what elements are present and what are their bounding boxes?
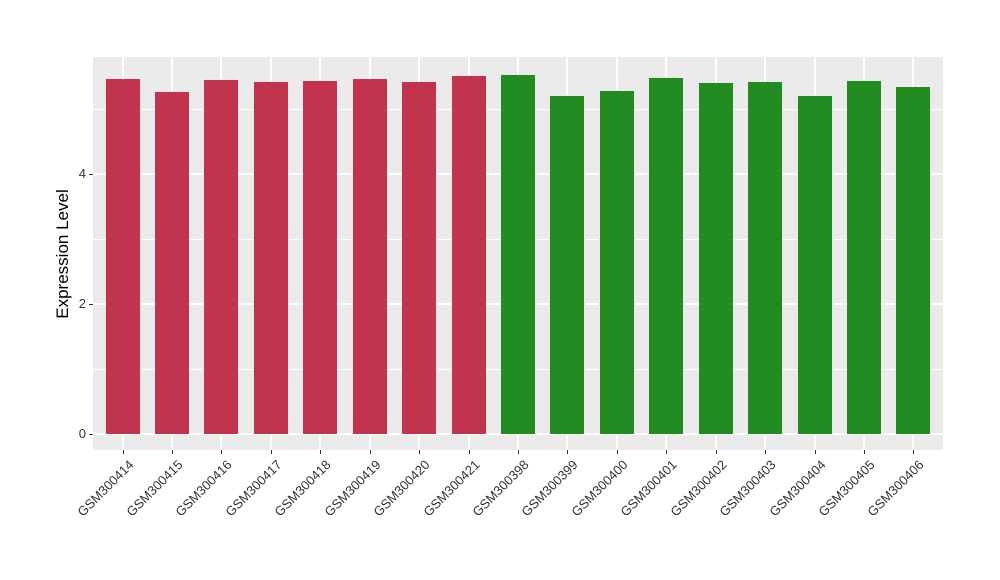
bar-GSM300400	[599, 90, 634, 434]
x-tick-mark-GSM300403	[765, 450, 767, 454]
x-tick-mark-GSM300401	[666, 450, 668, 454]
bar-GSM300403	[748, 81, 783, 434]
x-tick-mark-GSM300419	[369, 450, 371, 454]
bar-GSM300414	[105, 79, 140, 434]
bar-GSM300416	[204, 79, 239, 434]
gridline-y-major-0	[93, 433, 943, 435]
x-tick-mark-GSM300415	[172, 450, 174, 454]
bar-GSM300399	[550, 96, 585, 434]
x-tick-mark-GSM300405	[863, 450, 865, 454]
bar-GSM300417	[253, 81, 288, 434]
bar-GSM300420	[402, 81, 437, 434]
x-tick-mark-GSM300404	[814, 450, 816, 454]
x-tick-mark-GSM300417	[270, 450, 272, 454]
x-tick-mark-GSM300421	[468, 450, 470, 454]
y-tick-mark-4	[89, 174, 93, 175]
bar-GSM300406	[896, 86, 931, 434]
x-tick-mark-GSM300416	[221, 450, 223, 454]
x-tick-mark-GSM300400	[616, 450, 618, 454]
bar-GSM300421	[451, 75, 486, 434]
x-tick-mark-GSM300402	[715, 450, 717, 454]
bar-GSM300398	[501, 75, 535, 434]
y-axis-title: Expression Level	[53, 189, 72, 319]
bar-GSM300402	[698, 83, 733, 434]
y-tick-mark-2	[89, 304, 93, 305]
x-tick-mark-GSM300414	[122, 450, 124, 454]
bar-GSM300401	[649, 78, 684, 434]
x-tick-mark-GSM300406	[913, 450, 915, 454]
bar-GSM300419	[352, 79, 387, 434]
plot-panel	[93, 57, 943, 450]
bar-GSM300418	[303, 81, 338, 434]
y-tick-label-2: 2	[78, 296, 86, 311]
bar-GSM300404	[797, 96, 832, 434]
x-tick-mark-GSM300398	[518, 450, 519, 454]
x-tick-mark-GSM300420	[419, 450, 421, 454]
bar-GSM300405	[846, 81, 881, 434]
x-tick-mark-GSM300399	[567, 450, 569, 454]
x-tick-mark-GSM300418	[320, 450, 322, 454]
bar-GSM300415	[155, 92, 190, 434]
y-tick-mark-0	[89, 434, 93, 435]
y-tick-label-0: 0	[78, 426, 86, 441]
y-tick-label-4: 4	[78, 166, 86, 181]
